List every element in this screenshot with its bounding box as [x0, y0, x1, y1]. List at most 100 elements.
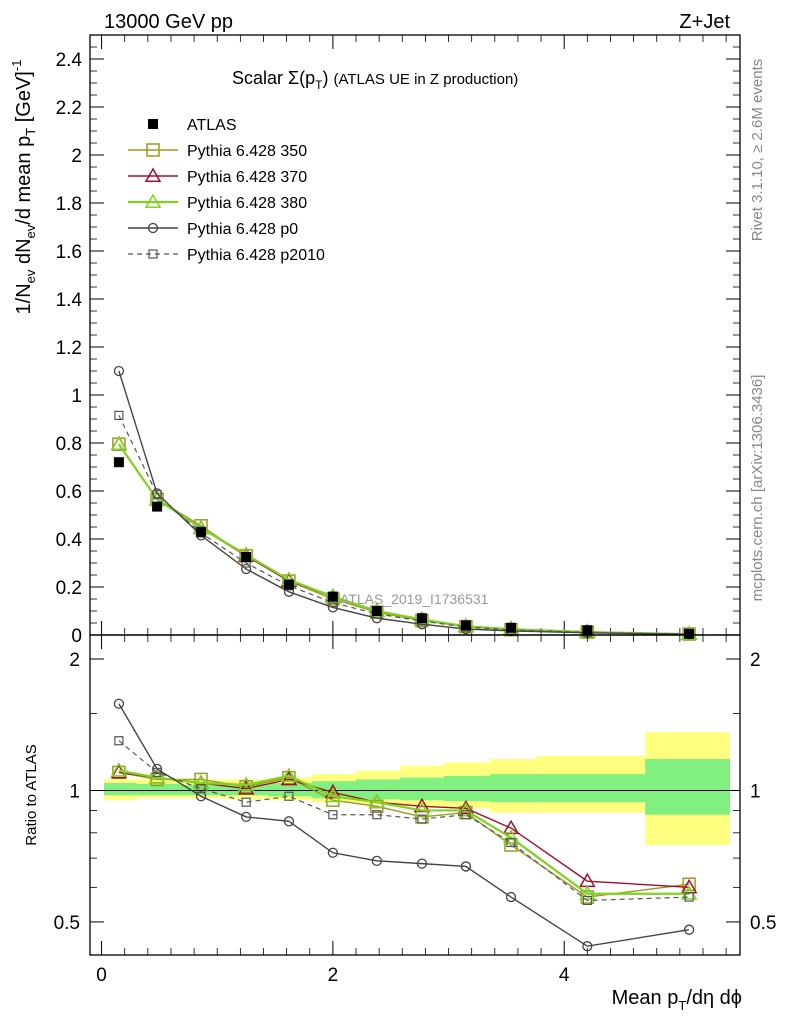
ratio-data-point [457, 799, 475, 815]
header-left: 13000 GeV pp [104, 11, 233, 33]
main-data-point [582, 625, 593, 636]
main-data-point [283, 579, 294, 590]
main-series [112, 437, 696, 641]
mcplots-label: mcplots.cern.ch [arXiv:1306.3436] [749, 375, 766, 602]
main-data-point [152, 501, 163, 512]
main-data-point [113, 457, 124, 468]
ratio-ytick-label-right: 1 [750, 781, 761, 802]
ratio-data-point [192, 774, 210, 790]
ratio-band-green [536, 774, 646, 803]
ratio-data-point [114, 736, 124, 746]
main-data-point [114, 410, 124, 420]
main-data-point [240, 563, 252, 575]
main-data-point [113, 365, 125, 377]
legend: ATLAS Pythia 6.428 350 Pythia 6.428 370 Pyt… [128, 117, 325, 264]
main-data-point [684, 628, 695, 639]
ratio-data-point [113, 698, 125, 709]
ratio-data-point [110, 762, 128, 777]
main-ytick-label: 0.2 [56, 578, 82, 599]
main-data-point [505, 622, 516, 633]
ratio-data-point [413, 801, 431, 817]
ratio-band-green [645, 759, 730, 815]
legend-marker [147, 222, 159, 234]
main-ytick-label: 2.4 [56, 50, 83, 71]
ratio-series-line [118, 740, 690, 902]
main-data-point [371, 606, 382, 616]
main-ytick-label: 1.8 [56, 194, 82, 215]
ratio-data-point [240, 811, 252, 823]
ratio-series [113, 698, 695, 952]
main-data-point [110, 435, 128, 451]
main-series [110, 435, 698, 641]
main-ytick-label: 2.2 [56, 98, 82, 119]
legend-label: Pythia 6.428 p2010 [187, 247, 325, 264]
rivet-label: Rivet 3.1.10, ≥ 2.6M events [749, 59, 766, 242]
ratio-data-point [368, 793, 386, 809]
main-data-point [241, 552, 252, 562]
ratio-ytick-label-right: 0.5 [750, 913, 776, 934]
main-data-point [327, 602, 339, 613]
main-data-point [416, 613, 427, 624]
ratio-data-point [416, 858, 428, 869]
ratio-band-green [104, 783, 137, 796]
main-ytick-label: 0.8 [56, 434, 82, 455]
ratio-data-point [194, 772, 208, 787]
ratio-series [114, 736, 694, 906]
ratio-xtick-label: 2 [328, 965, 339, 986]
ratio-data-point [152, 767, 162, 777]
watermark: ATLAS_2019_I1736531 [340, 591, 489, 607]
ratio-data-point [505, 891, 517, 903]
ratio-ytick-label-right: 2 [750, 650, 761, 671]
ratio-data-point [506, 837, 516, 848]
main-series-line [118, 415, 690, 635]
main-title: Scalar Σ(pT) (ATLAS UE in Z production) [232, 68, 518, 92]
ratio-panel: 0.5 0.5 1 1 2 2 0 2 4 [54, 635, 776, 986]
main-panel: 0 0.2 0.4 0.6 0.8 1 1.2 1.4 1.6 1.8 2 2.2 2.4 [56, 34, 740, 647]
ratio-data-point [280, 767, 298, 782]
ratio-data-point [328, 810, 338, 820]
main-ylabel: 1/Nev dNev/d mean pT [GeV]-1 [9, 60, 38, 315]
ratio-series-line [118, 703, 690, 947]
ratio-xlabel: Mean pT/dη dϕ [612, 987, 742, 1013]
ratio-band-green [399, 777, 444, 801]
main-ytick-label: 1.2 [56, 338, 82, 359]
ratio-band-green [312, 781, 357, 799]
legend-label: Pythia 6.428 370 [187, 169, 307, 186]
ratio-data-point [582, 895, 592, 906]
ratio-data-point [283, 816, 295, 827]
main-ytick-label: 0.6 [56, 482, 82, 503]
ratio-data-point [237, 776, 255, 791]
ratio-data-point [324, 787, 342, 803]
ratio-data-point [327, 847, 339, 858]
ratio-data-point [461, 810, 471, 820]
legend-marker [148, 119, 158, 129]
legend-label: Pythia 6.428 p0 [187, 221, 298, 238]
main-data-point [460, 620, 471, 631]
main-ytick-label: 1.6 [56, 242, 82, 263]
ratio-data-point [195, 791, 207, 802]
main-data-point [152, 490, 162, 500]
ratio-data-point [460, 861, 472, 872]
ratio-band-green [356, 779, 400, 800]
ratio-data-point [371, 855, 382, 866]
legend-label: Pythia 6.428 380 [187, 195, 307, 212]
ratio-data-point [284, 791, 294, 801]
legend-marker [148, 249, 158, 259]
ratio-data-point [196, 783, 206, 794]
ratio-data-point [579, 885, 596, 900]
main-series-line [118, 370, 690, 635]
ratio-frame [89, 634, 741, 956]
ratio-data-point [237, 780, 255, 795]
ratio-band-green [268, 783, 313, 797]
ratio-data-point [241, 797, 251, 807]
ratio-data-point [579, 872, 596, 888]
legend-marker [146, 143, 160, 157]
legend-marker [144, 193, 162, 208]
legend-marker [144, 167, 162, 182]
ratio-xtick-label: 0 [96, 965, 107, 986]
ratio-data-point [502, 829, 520, 844]
ratio-data-point [683, 924, 695, 935]
ratio-band-green [443, 775, 491, 802]
